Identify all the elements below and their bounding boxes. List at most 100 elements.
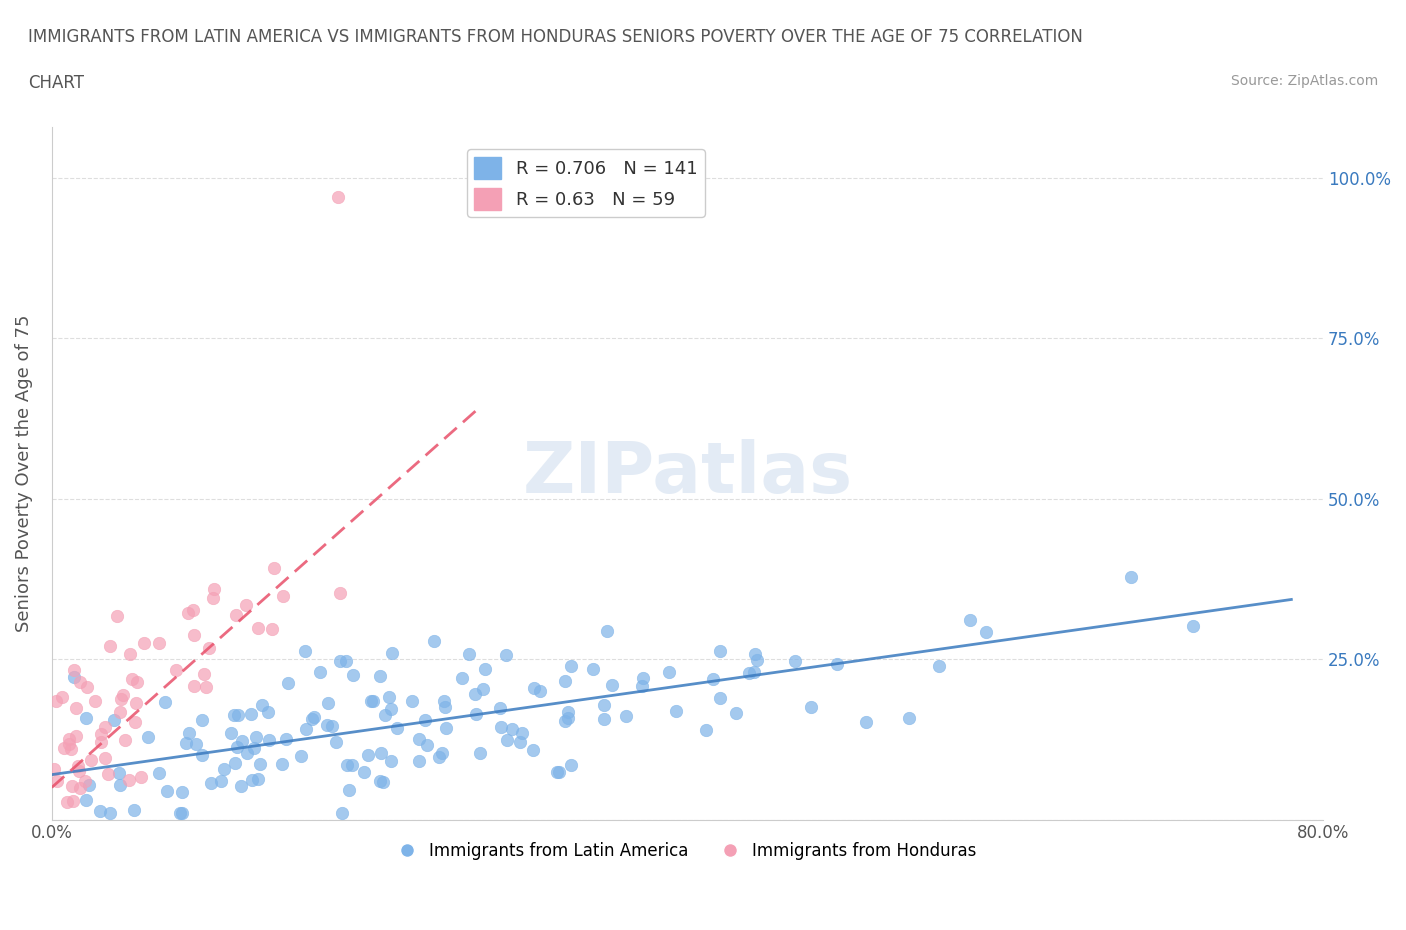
Point — [1181, 618, 1204, 633]
Point — [336, 757, 359, 772]
Point — [976, 624, 998, 639]
Point — [474, 662, 496, 677]
Point — [928, 658, 950, 673]
Point — [385, 721, 408, 736]
Point — [165, 663, 187, 678]
Point — [560, 758, 582, 773]
Point — [181, 602, 204, 617]
Point — [416, 737, 439, 752]
Point — [413, 712, 436, 727]
Point — [1121, 570, 1143, 585]
Point — [231, 733, 253, 748]
Point — [614, 709, 637, 724]
Point — [495, 732, 517, 747]
Point — [90, 726, 112, 741]
Point — [219, 726, 242, 741]
Point — [658, 665, 681, 680]
Point — [224, 756, 246, 771]
Point — [554, 674, 576, 689]
Point — [90, 735, 112, 750]
Point — [368, 774, 391, 789]
Point — [290, 749, 312, 764]
Point — [177, 605, 200, 620]
Point — [321, 718, 343, 733]
Text: Source: ZipAtlas.com: Source: ZipAtlas.com — [1230, 74, 1378, 88]
Point — [249, 756, 271, 771]
Point — [75, 774, 97, 789]
Point — [523, 681, 546, 696]
Point — [725, 706, 748, 721]
Point — [108, 777, 131, 792]
Point — [209, 774, 232, 789]
Point — [408, 732, 430, 747]
Point — [60, 741, 83, 756]
Point — [222, 708, 245, 723]
Point — [235, 746, 257, 761]
Text: ZIPatlas: ZIPatlas — [523, 439, 852, 508]
Point — [270, 757, 292, 772]
Point — [66, 758, 89, 773]
Point — [194, 680, 217, 695]
Point — [118, 772, 141, 787]
Point — [263, 560, 285, 575]
Point — [246, 771, 269, 786]
Point — [63, 663, 86, 678]
Point — [62, 793, 84, 808]
Point — [380, 701, 402, 716]
Point — [495, 647, 517, 662]
Point — [67, 764, 90, 778]
Point — [257, 732, 280, 747]
Point — [827, 657, 849, 671]
Point — [489, 720, 512, 735]
Point — [308, 665, 330, 680]
Point — [381, 645, 404, 660]
Point — [84, 693, 107, 708]
Point — [429, 751, 451, 765]
Point — [129, 769, 152, 784]
Point — [433, 699, 456, 714]
Point — [783, 654, 806, 669]
Point — [98, 638, 121, 653]
Point — [63, 670, 86, 684]
Point — [260, 622, 283, 637]
Point — [374, 707, 396, 722]
Point — [94, 720, 117, 735]
Point — [105, 608, 128, 623]
Point — [554, 713, 576, 728]
Text: CHART: CHART — [28, 74, 84, 92]
Point — [60, 778, 83, 793]
Point — [103, 712, 125, 727]
Point — [174, 736, 197, 751]
Point — [75, 792, 97, 807]
Point — [114, 733, 136, 748]
Point — [183, 628, 205, 643]
Point — [370, 746, 392, 761]
Point — [42, 762, 65, 777]
Point — [156, 784, 179, 799]
Point — [276, 731, 298, 746]
Point — [353, 764, 375, 779]
Point — [592, 698, 614, 712]
Point — [371, 775, 394, 790]
Point — [247, 620, 270, 635]
Legend: Immigrants from Latin America, Immigrants from Honduras: Immigrants from Latin America, Immigrant… — [392, 835, 983, 867]
Y-axis label: Seniors Poverty Over the Age of 75: Seniors Poverty Over the Age of 75 — [15, 314, 32, 631]
Point — [122, 803, 145, 817]
Point — [709, 690, 731, 705]
Point — [69, 780, 91, 795]
Point — [470, 746, 492, 761]
Point — [108, 705, 131, 720]
Point — [433, 694, 456, 709]
Point — [111, 688, 134, 703]
Text: IMMIGRANTS FROM LATIN AMERICA VS IMMIGRANTS FROM HONDURAS SENIORS POVERTY OVER T: IMMIGRANTS FROM LATIN AMERICA VS IMMIGRA… — [28, 28, 1083, 46]
Point — [45, 693, 67, 708]
Point — [69, 674, 91, 689]
Point — [155, 694, 177, 709]
Point — [557, 711, 579, 725]
Point — [98, 805, 121, 820]
Point — [335, 653, 357, 668]
Point — [76, 679, 98, 694]
Point — [245, 729, 267, 744]
Point — [132, 636, 155, 651]
Point — [450, 671, 472, 685]
